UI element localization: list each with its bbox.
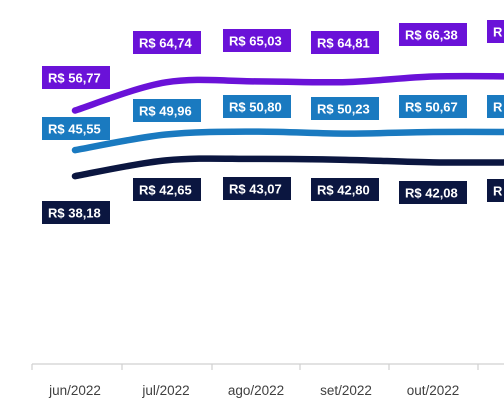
data-label-text: R$ 43,07: [229, 182, 282, 197]
data-label-text: R$ 64,74: [139, 36, 193, 51]
data-label: R$ 50,80: [223, 95, 291, 118]
data-label-text: R$ 38,18: [48, 206, 101, 221]
data-label: R$ 42,08: [399, 181, 467, 204]
data-label-text: R$ 50,23: [317, 102, 370, 117]
data-label-text: R: [493, 100, 503, 115]
data-label-box: [223, 95, 291, 118]
data-label-text: R$ 64,81: [317, 36, 370, 51]
series-line: [71, 72, 504, 114]
data-label-text: R$ 66,38: [405, 28, 458, 43]
data-label-box: [311, 178, 379, 201]
x-axis: jun/2022 jul/2022 ago/2022 set/2022 out/2022…: [31, 363, 504, 398]
data-label-box: [133, 31, 201, 54]
data-label-box: [399, 95, 467, 118]
data-label-text: R$ 56,77: [48, 71, 101, 86]
data-label: R$ 42,65: [133, 178, 201, 201]
series-lines: [71, 72, 504, 180]
data-label-text: R$ 42,65: [139, 183, 192, 198]
data-label-box: [399, 181, 467, 204]
data-label-box: [42, 117, 110, 140]
data-label: R$ 50,67: [399, 95, 467, 118]
data-label: R: [487, 20, 504, 43]
data-label: R: [487, 95, 504, 118]
data-label: R$ 43,07: [223, 177, 291, 200]
data-label-text: R$ 50,67: [405, 100, 458, 115]
data-label-box: [487, 179, 504, 202]
x-tick-label: jun/2022: [48, 383, 101, 398]
data-label-box: [487, 20, 504, 43]
data-label-box: [133, 99, 201, 122]
data-label-box: [42, 66, 110, 89]
data-label: R: [487, 179, 504, 202]
x-tick-label: jul/2022: [141, 383, 189, 398]
data-label-text: R$ 49,96: [139, 104, 192, 119]
data-labels: R$ 56,77 R$ 64,74 R$ 65,03 R$ 64,81 R$ 66,38…: [42, 20, 504, 224]
series-line: [71, 128, 504, 154]
data-label: R$ 45,55: [42, 117, 110, 140]
data-label-box: [487, 95, 504, 118]
series-line: [71, 155, 504, 180]
data-label: R$ 66,38: [399, 23, 467, 46]
data-label: R$ 49,96: [133, 99, 201, 122]
data-label-box: [223, 29, 291, 52]
data-label: R$ 56,77: [42, 66, 110, 89]
data-label: R$ 64,81: [311, 31, 379, 54]
data-label-text: R: [493, 184, 503, 199]
data-label-box: [311, 97, 379, 120]
data-label-text: R$ 50,80: [229, 100, 282, 115]
data-label-text: R$ 65,03: [229, 34, 282, 49]
data-label-text: R$ 42,80: [317, 183, 370, 198]
data-label-box: [133, 178, 201, 201]
data-label: R$ 42,80: [311, 178, 379, 201]
x-tick-label: ago/2022: [228, 383, 284, 398]
data-label: R$ 65,03: [223, 29, 291, 52]
data-label-text: R$ 42,08: [405, 186, 458, 201]
data-label: R$ 38,18: [42, 201, 110, 224]
data-label-box: [311, 31, 379, 54]
data-label: R$ 50,23: [311, 97, 379, 120]
data-label-text: R: [493, 25, 503, 40]
data-label-box: [223, 177, 291, 200]
x-tick-label: out/2022: [407, 383, 460, 398]
x-tick-label: set/2022: [320, 383, 372, 398]
data-label-box: [399, 23, 467, 46]
data-label: R$ 64,74: [133, 31, 201, 54]
data-label-text: R$ 45,55: [48, 122, 101, 137]
data-label-box: [42, 201, 110, 224]
